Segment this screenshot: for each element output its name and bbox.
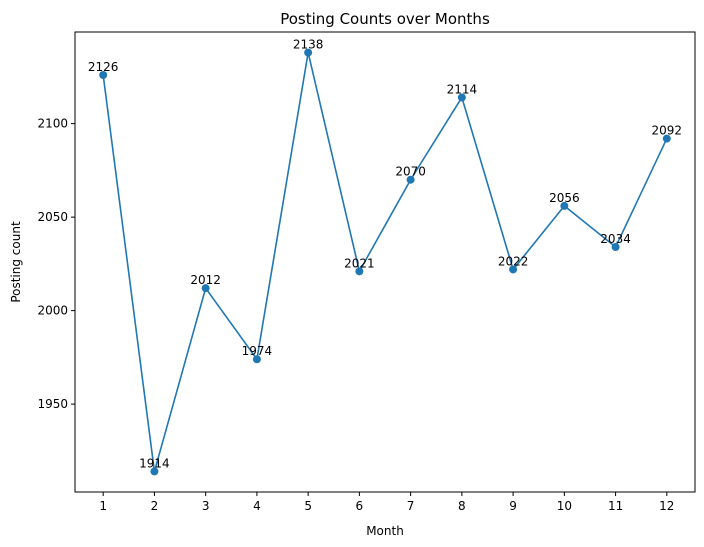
data-point [662,134,671,143]
x-tick-label: 1 [99,499,107,513]
data-point [406,175,415,184]
data-label: 2022 [498,254,529,268]
plot-frame [74,31,696,493]
x-tick-label: 8 [458,499,466,513]
data-point [509,265,518,274]
data-label: 1914 [139,456,170,470]
data-label: 2021 [344,256,375,270]
x-axis: 1 2 3 4 5 6 7 8 9 10 11 12 [99,492,674,513]
data-label: 2092 [652,124,683,138]
x-tick-label: 12 [659,499,674,513]
x-tick-label: 2 [151,499,159,513]
data-point [201,284,210,293]
data-point [355,267,364,276]
data-points [99,48,671,476]
x-tick-label: 9 [509,499,517,513]
data-label: 1974 [242,344,273,358]
x-tick-label: 6 [356,499,364,513]
y-tick-label: 2050 [37,210,68,224]
series-line [102,52,668,472]
x-tick-label: 11 [608,499,623,513]
data-label: 2070 [395,165,426,179]
y-tick-label: 2100 [37,117,68,131]
data-label: 2056 [549,191,580,205]
data-label: 2114 [447,82,478,96]
y-axis-label: Posting count [9,221,23,303]
data-point [304,48,313,57]
chart-title: Posting Counts over Months [280,10,490,28]
data-point [611,243,620,252]
y-axis: 1950 2000 2050 2100 [37,117,75,411]
data-label: 2126 [88,60,119,74]
data-label: 2034 [600,232,631,246]
data-point [252,355,261,364]
x-axis-label: Month [366,524,404,538]
data-label: 2012 [190,273,221,287]
data-labels: 2126 1914 2012 1974 2138 2021 2070 2114 2022 2056… [88,38,682,471]
x-tick-label: 3 [202,499,210,513]
data-point [150,467,159,476]
data-label: 2138 [293,38,324,52]
data-point [99,71,108,80]
y-tick-label: 2000 [37,304,68,318]
x-tick-label: 5 [304,499,312,513]
y-tick-label: 1950 [37,397,68,411]
data-point [560,201,569,210]
x-tick-label: 4 [253,499,261,513]
x-tick-label: 10 [557,499,572,513]
data-point [457,93,466,102]
x-tick-label: 7 [407,499,415,513]
